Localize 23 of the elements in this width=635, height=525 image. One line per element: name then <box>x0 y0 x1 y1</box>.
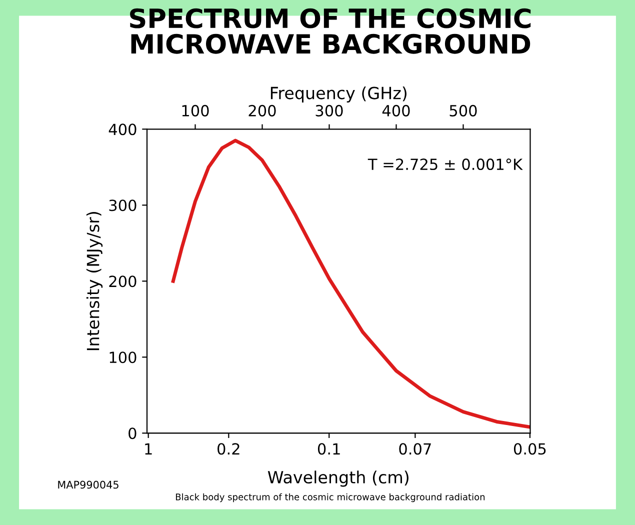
y-tick-label: 200 <box>109 276 136 288</box>
text: Black body spectrum of the cosmic microwave background radiation <box>176 493 485 502</box>
line-series <box>171 138 530 429</box>
text: 0.1 <box>318 443 340 455</box>
x-tick-label: 500 <box>450 104 477 116</box>
y-tick-label: 0 <box>128 428 136 440</box>
y-tick-label: 400 <box>108 124 136 136</box>
y-tick-label: 100 <box>110 352 136 364</box>
text: 0.05 <box>514 443 546 455</box>
x-tick-label: 200 <box>248 104 276 116</box>
y-axis-title: Intensity (MJy/sr) <box>86 212 103 350</box>
chart-title: SPECTRUM OF THE COSMIC MICROWAVE BACKGROUND <box>130 8 531 54</box>
x-tick-label: 100 <box>182 104 209 116</box>
annotation: T =2.725 ± 0.001°K <box>368 158 523 170</box>
x-tick-label: 300 <box>316 104 343 116</box>
text: 1 <box>145 443 152 454</box>
x-tick-label: 400 <box>382 104 410 116</box>
y-tick-label: 300 <box>109 200 136 212</box>
x-axis-title: Frequency (GHz) <box>270 86 406 103</box>
text: MAP990045 <box>58 480 118 489</box>
text: 0.2 <box>218 443 240 455</box>
text: 0.07 <box>399 443 431 455</box>
x2-axis-title: Wavelength (cm) <box>268 470 408 487</box>
